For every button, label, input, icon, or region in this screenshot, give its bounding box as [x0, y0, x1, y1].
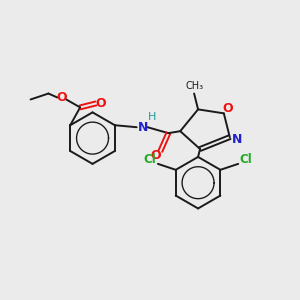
Text: O: O	[223, 102, 233, 115]
Text: O: O	[150, 149, 161, 162]
Text: Cl: Cl	[144, 153, 156, 167]
Text: O: O	[96, 97, 106, 110]
Text: O: O	[56, 91, 67, 104]
Text: Cl: Cl	[240, 153, 253, 167]
Text: CH₃: CH₃	[185, 81, 203, 91]
Text: N: N	[232, 133, 242, 146]
Text: H: H	[148, 112, 157, 122]
Text: N: N	[137, 121, 148, 134]
